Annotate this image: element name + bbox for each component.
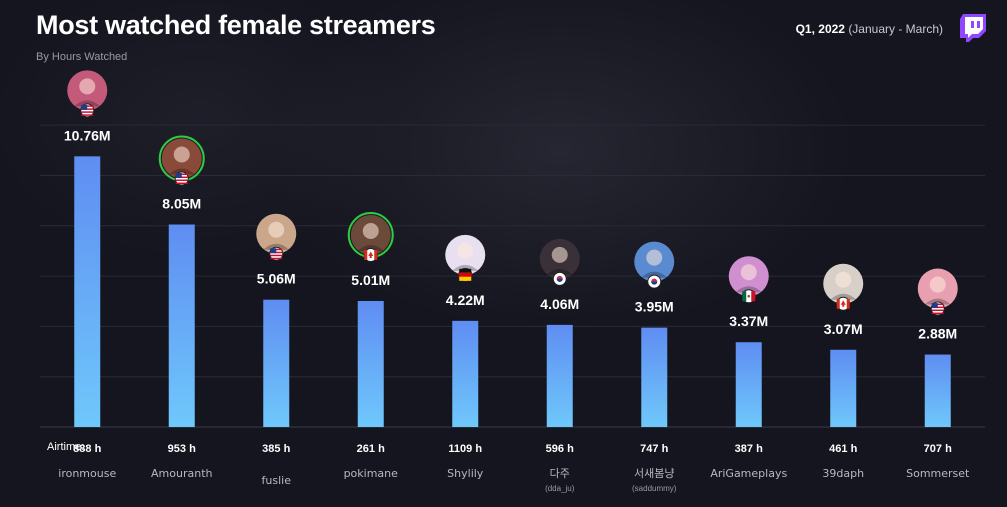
flag-stripe xyxy=(270,257,283,260)
airtime-value: 261 h xyxy=(357,443,385,455)
streamer-name: 39daph xyxy=(822,467,864,480)
flag-us-icon xyxy=(174,171,189,186)
flag-canton xyxy=(175,173,182,179)
bar-Amouranth xyxy=(168,224,195,427)
value-label: 3.95M xyxy=(635,299,674,315)
value-label: 5.01M xyxy=(351,272,390,288)
bar-fuslie xyxy=(263,299,290,427)
avatar-face xyxy=(362,222,379,239)
flag-us-icon xyxy=(269,246,284,261)
twitch-logo-icon xyxy=(960,14,986,42)
flag-canton xyxy=(931,303,938,309)
value-label: 10.76M xyxy=(64,127,111,143)
streamer-name: pokimane xyxy=(344,467,399,480)
bar-ironmouse xyxy=(74,156,101,428)
taegeuk-bottom xyxy=(651,281,658,285)
flag-band xyxy=(459,268,472,273)
flag-band xyxy=(742,291,747,302)
period-label: Q1, 2022 (January - March) xyxy=(796,22,943,36)
flag-canton xyxy=(270,248,277,254)
taegeuk-bottom xyxy=(556,278,563,282)
airtime-value: 888 h xyxy=(73,443,101,455)
value-label: 5.06M xyxy=(257,271,296,287)
flag-us-icon xyxy=(930,301,945,316)
streamer-name: fuslie xyxy=(262,474,292,487)
bar-39daph xyxy=(830,349,857,427)
maple-leaf xyxy=(368,251,374,258)
avatar-face xyxy=(646,249,663,266)
flag-band xyxy=(364,249,368,260)
value-label: 3.07M xyxy=(824,321,863,337)
flag-stripe xyxy=(81,114,94,116)
flag-stripe xyxy=(175,182,188,185)
value-label: 4.22M xyxy=(446,292,485,308)
streamer-handle: (dda_ju) xyxy=(545,484,575,493)
bar-AriGameplays xyxy=(735,342,762,427)
flag-kr-icon xyxy=(647,274,662,289)
value-label: 8.05M xyxy=(162,196,201,212)
streamer-name: Amouranth xyxy=(151,467,212,480)
streamer-name: ironmouse xyxy=(58,467,116,480)
flag-band xyxy=(751,291,756,302)
flag-kr-icon xyxy=(552,271,567,286)
flag-mx-icon xyxy=(741,289,756,304)
flag-us-icon xyxy=(80,103,95,118)
streamer-name: Sommerset xyxy=(906,467,970,480)
airtime-value: 461 h xyxy=(829,443,857,455)
period-quarter: Q1, 2022 xyxy=(795,22,845,36)
flag-emblem xyxy=(747,294,751,298)
maple-leaf xyxy=(840,300,846,307)
flag-de-icon xyxy=(458,267,473,282)
flag-stripe xyxy=(270,254,283,257)
avatar-face xyxy=(551,246,568,263)
bar-pokimane xyxy=(357,300,384,427)
flag-band xyxy=(846,298,850,309)
flag-band xyxy=(374,249,378,260)
bar-다주 xyxy=(546,324,573,427)
airtime-label: Airtime: xyxy=(47,441,85,453)
airtime-value: 747 h xyxy=(640,443,668,455)
flag-stripe xyxy=(175,179,188,182)
flag-band xyxy=(458,272,472,277)
flag-ca-icon xyxy=(836,296,851,311)
flag-canton xyxy=(81,104,88,110)
avatar-face xyxy=(835,271,852,288)
bar-Shylily xyxy=(452,320,479,427)
airtime-value: 707 h xyxy=(924,443,952,455)
streamer-name: Shylily xyxy=(447,467,484,480)
flag-stripe xyxy=(931,309,944,312)
streamer-name: AriGameplays xyxy=(710,467,787,480)
streamer-name: 서새봄냥 xyxy=(634,467,674,480)
period-months: (January - March) xyxy=(848,22,943,36)
airtime-value: 1109 h xyxy=(448,443,482,455)
flag-stripe xyxy=(81,111,94,113)
flag-band xyxy=(836,298,840,309)
airtime-value: 387 h xyxy=(735,443,763,455)
flag-ca-icon xyxy=(363,247,378,262)
bar-서새봄냥 xyxy=(641,327,668,427)
avatar-face xyxy=(457,242,474,259)
avatar-face xyxy=(929,276,946,293)
chart-title: Most watched female streamers xyxy=(36,10,436,40)
airtime-value: 596 h xyxy=(546,443,574,455)
value-label: 3.37M xyxy=(729,313,768,329)
flag-band xyxy=(459,276,472,281)
flag-stripe xyxy=(931,312,944,315)
streamer-handle: (saddummy) xyxy=(632,484,677,493)
streamer-name: 다주 xyxy=(550,467,570,480)
avatar-face xyxy=(79,78,96,95)
value-label: 4.06M xyxy=(540,296,579,312)
value-label: 2.88M xyxy=(918,326,957,342)
bar-Sommerset xyxy=(924,354,951,427)
avatar-face xyxy=(173,146,190,163)
chart-subtitle: By Hours Watched xyxy=(36,51,128,63)
airtime-value: 385 h xyxy=(262,443,290,455)
avatar-face xyxy=(740,264,757,281)
avatar-face xyxy=(268,221,285,238)
airtime-value: 953 h xyxy=(168,443,196,455)
